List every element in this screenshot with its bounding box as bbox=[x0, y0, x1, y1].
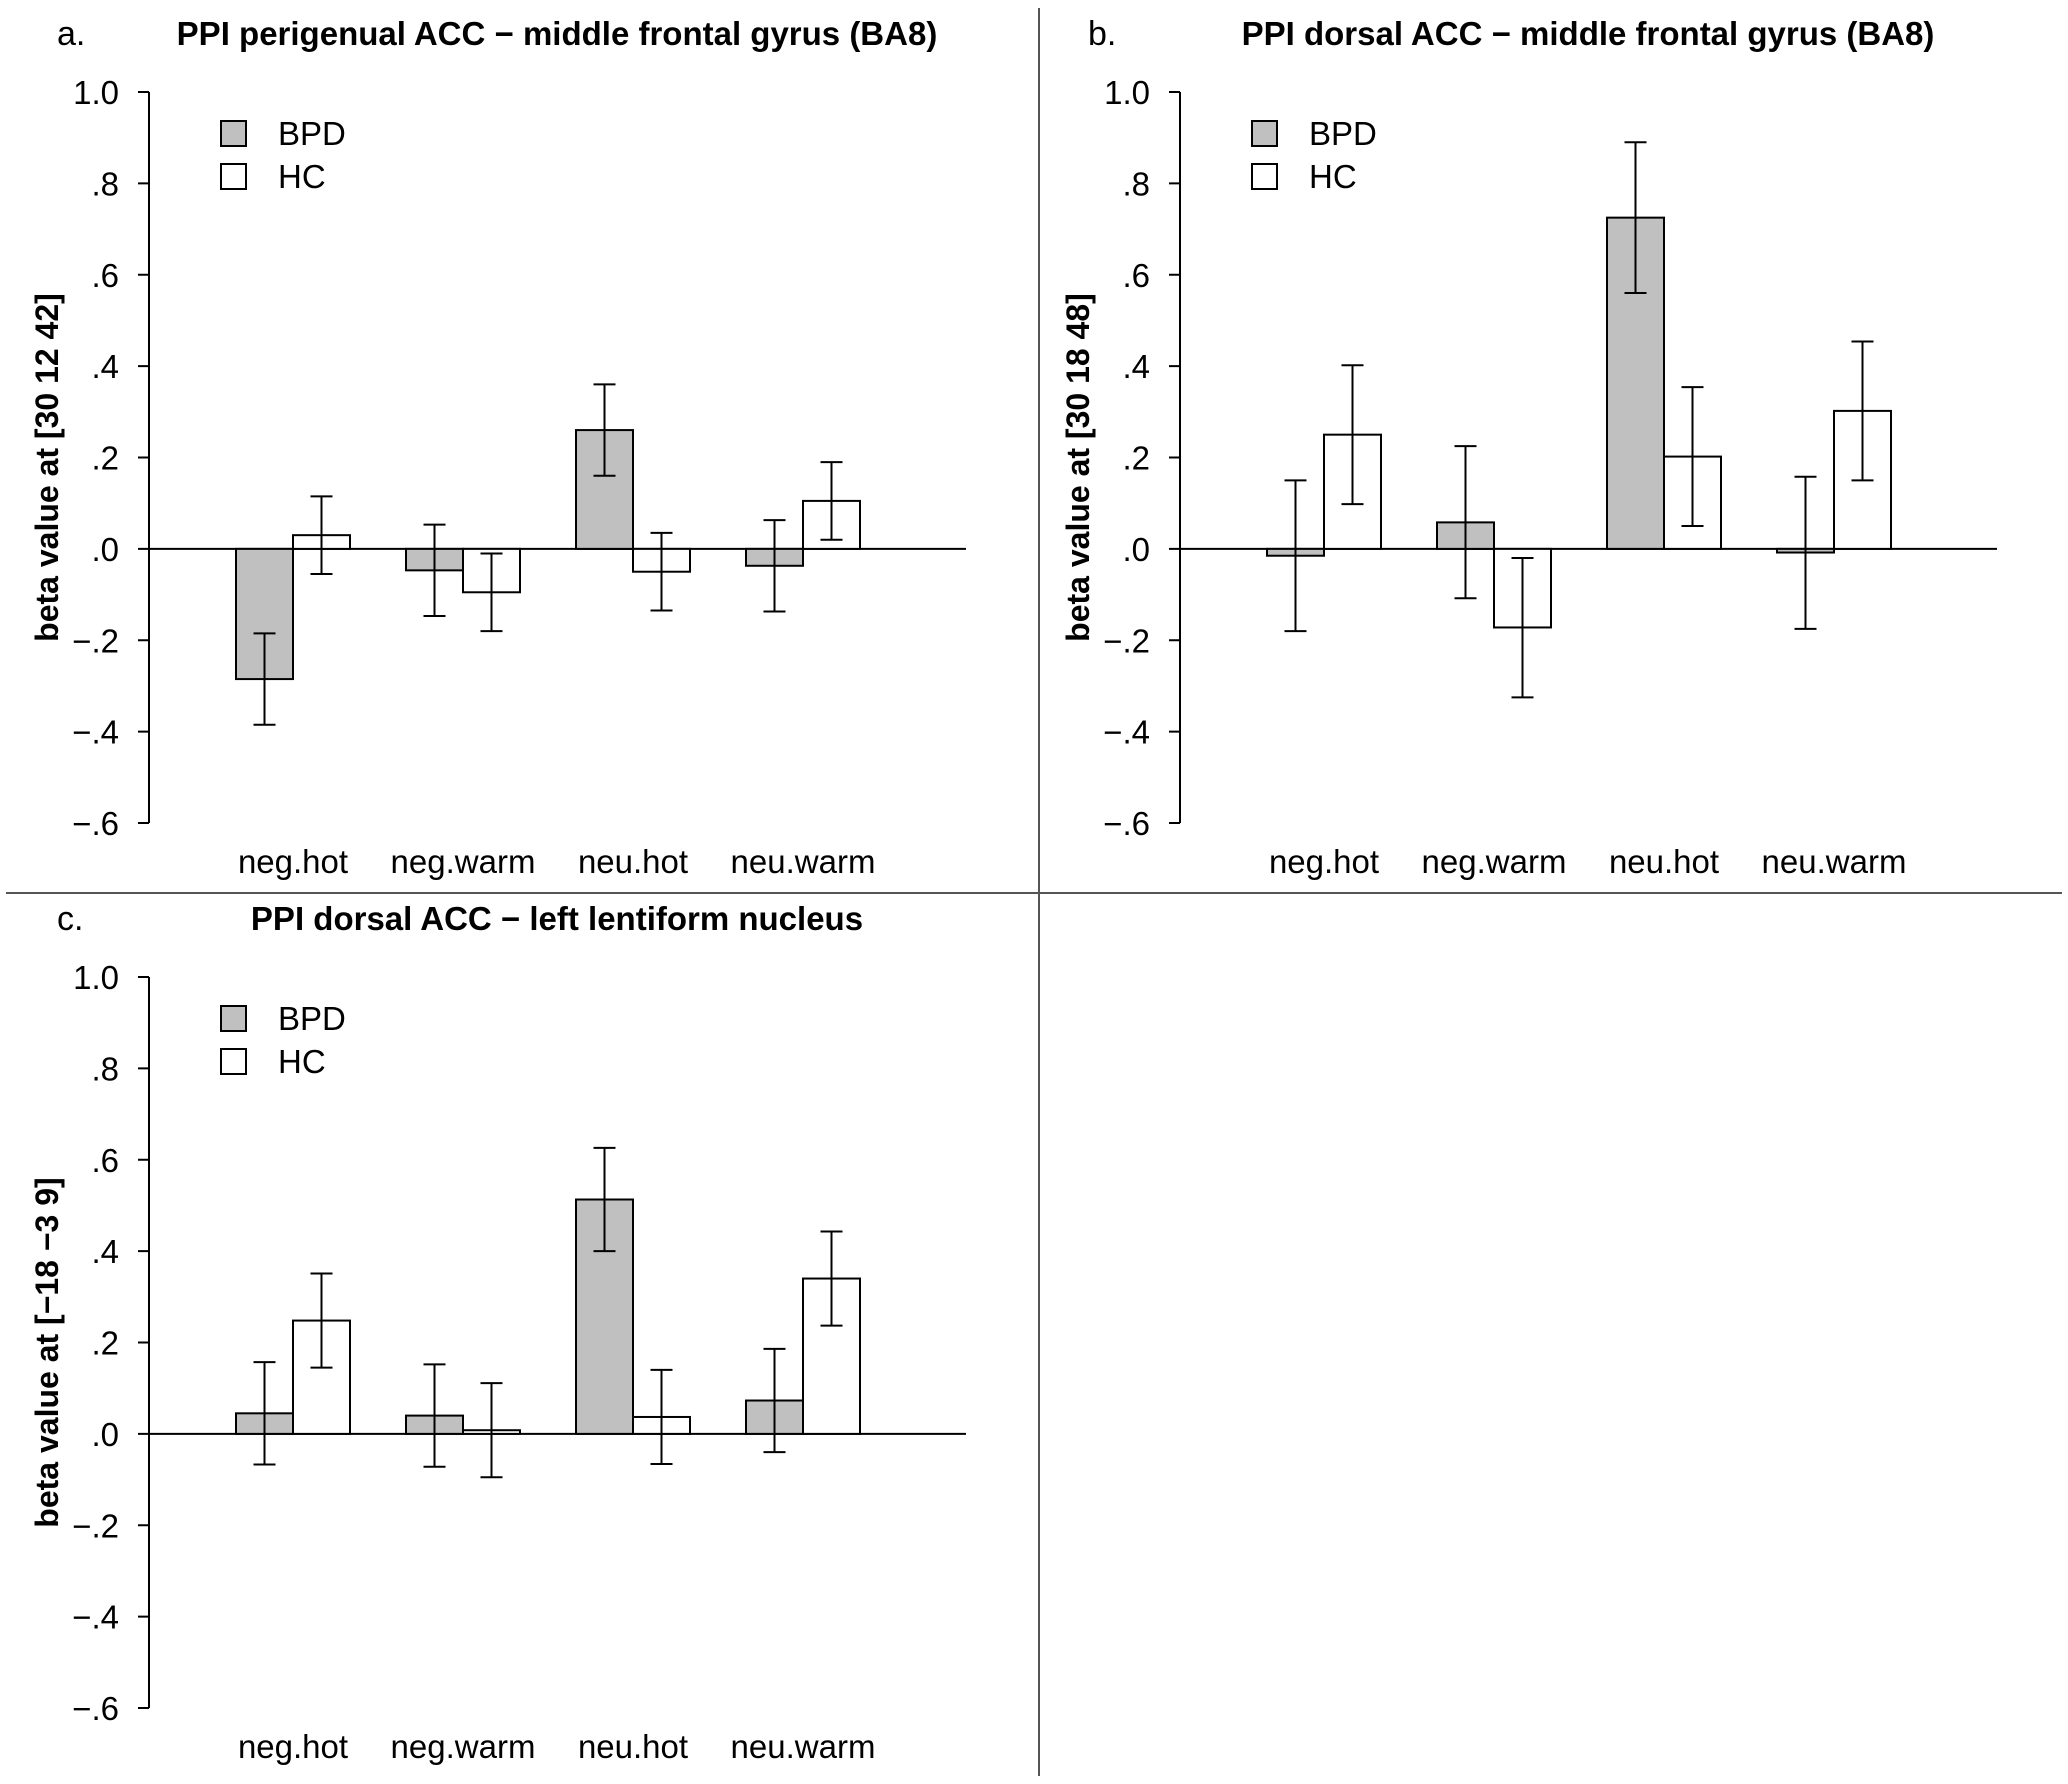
legend-label-hc: HC bbox=[278, 158, 326, 195]
legend-label-bpd: BPD bbox=[1309, 115, 1377, 152]
y-tick-label: .4 bbox=[1122, 348, 1150, 385]
legend-label-bpd: BPD bbox=[278, 1000, 346, 1037]
panel-letter: b. bbox=[1088, 15, 1116, 53]
x-category-label: neg.hot bbox=[238, 843, 348, 880]
legend-swatch-bpd bbox=[220, 1005, 247, 1032]
y-tick-label: 1.0 bbox=[73, 959, 119, 996]
panels: a. PPI perigenual ACC − middle frontal gy… bbox=[29, 15, 1997, 1765]
x-category-label: neu.hot bbox=[578, 843, 688, 880]
y-tick-label: 1.0 bbox=[73, 74, 119, 111]
panel-letter: a. bbox=[57, 15, 85, 53]
x-category-label: neu.warm bbox=[731, 1728, 876, 1765]
y-tick-label: −.4 bbox=[72, 1599, 119, 1636]
x-category-label: neu.hot bbox=[578, 1728, 688, 1765]
legend-swatch-hc bbox=[220, 1048, 247, 1075]
y-tick-label: .4 bbox=[91, 348, 119, 385]
panel-title: PPI perigenual ACC − middle frontal gyru… bbox=[177, 15, 938, 52]
panel-title: PPI dorsal ACC − middle frontal gyrus (B… bbox=[1242, 15, 1935, 52]
x-category-label: neg.warm bbox=[391, 843, 536, 880]
y-axis-label: beta value at [30 18 48] bbox=[1060, 293, 1096, 642]
y-tick-label: .0 bbox=[91, 531, 119, 568]
legend-label-hc: HC bbox=[1309, 158, 1357, 195]
legend-swatch-hc bbox=[220, 163, 247, 190]
y-tick-label: 1.0 bbox=[1104, 74, 1150, 111]
legend-label-hc: HC bbox=[278, 1043, 326, 1080]
y-tick-label: .8 bbox=[1122, 165, 1150, 202]
y-axis-label: beta value at [−18 −3 9] bbox=[29, 1177, 65, 1527]
y-tick-label: .6 bbox=[91, 257, 119, 294]
y-tick-label: −.2 bbox=[72, 622, 119, 659]
y-tick-label: −.6 bbox=[72, 1690, 119, 1727]
chart-panel-3: c. PPI dorsal ACC − left lentiform nucleu… bbox=[29, 900, 966, 1765]
y-tick-label: .2 bbox=[1122, 440, 1150, 477]
y-tick-label: −.6 bbox=[1103, 805, 1150, 842]
legend-label-bpd: BPD bbox=[278, 115, 346, 152]
chart-panel-1: a. PPI perigenual ACC − middle frontal gy… bbox=[29, 15, 966, 880]
x-category-label: neu.warm bbox=[731, 843, 876, 880]
legend-swatch-bpd bbox=[1251, 120, 1278, 147]
y-tick-label: −.4 bbox=[72, 714, 119, 751]
y-tick-label: .8 bbox=[91, 1050, 119, 1087]
chart-panel-2: b. PPI dorsal ACC − middle frontal gyrus … bbox=[1060, 15, 1997, 880]
y-tick-label: .0 bbox=[91, 1416, 119, 1453]
y-tick-label: .2 bbox=[91, 1325, 119, 1362]
y-tick-label: .2 bbox=[91, 440, 119, 477]
panel-title: PPI dorsal ACC − left lentiform nucleus bbox=[251, 900, 863, 937]
panel-letter: c. bbox=[57, 900, 83, 938]
x-category-label: neu.warm bbox=[1762, 843, 1907, 880]
y-tick-label: −.2 bbox=[1103, 622, 1150, 659]
legend-swatch-hc bbox=[1251, 163, 1278, 190]
y-axis-label: beta value at [30 12 42] bbox=[29, 293, 65, 642]
y-tick-label: −.4 bbox=[1103, 714, 1150, 751]
y-tick-label: .4 bbox=[91, 1233, 119, 1270]
y-tick-label: .6 bbox=[1122, 257, 1150, 294]
x-category-label: neg.warm bbox=[1422, 843, 1567, 880]
legend-swatch-bpd bbox=[220, 120, 247, 147]
y-tick-label: .6 bbox=[91, 1142, 119, 1179]
y-tick-label: .0 bbox=[1122, 531, 1150, 568]
x-category-label: neg.hot bbox=[238, 1728, 348, 1765]
y-tick-label: −.6 bbox=[72, 805, 119, 842]
y-tick-label: .8 bbox=[91, 165, 119, 202]
x-category-label: neg.warm bbox=[391, 1728, 536, 1765]
x-category-label: neg.hot bbox=[1269, 843, 1379, 880]
x-category-label: neu.hot bbox=[1609, 843, 1719, 880]
y-tick-label: −.2 bbox=[72, 1507, 119, 1544]
